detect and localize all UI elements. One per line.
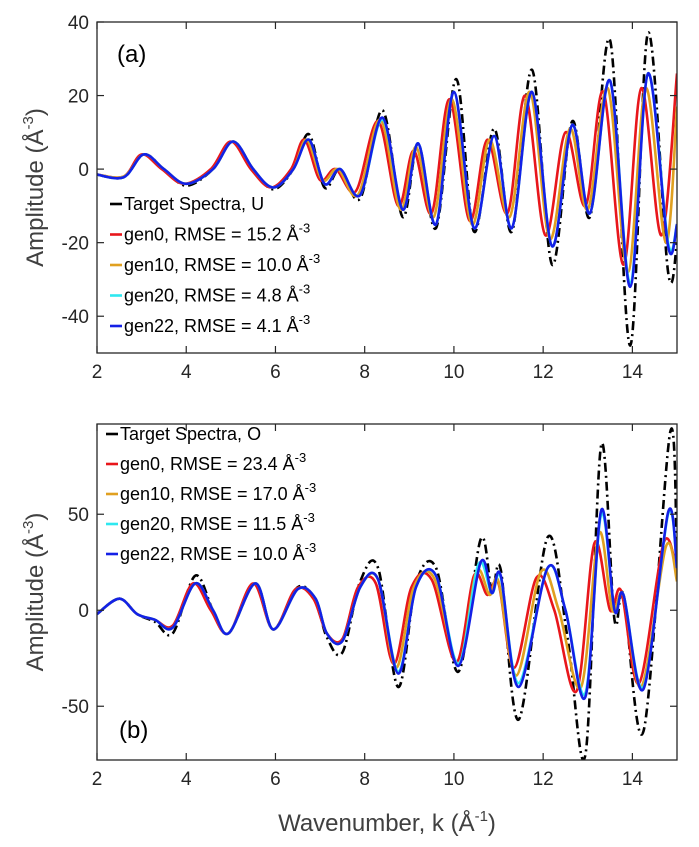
x-tick-label: 8 bbox=[359, 362, 370, 383]
x-tick-label: 14 bbox=[622, 362, 644, 383]
x-tick-label: 14 bbox=[622, 769, 644, 790]
series-group bbox=[97, 427, 677, 760]
y-tick-label: 0 bbox=[78, 601, 89, 622]
series-line-gen22 bbox=[97, 72, 677, 289]
legend-entry-gen0: gen0, RMSE = 15.2 Å-3 bbox=[124, 221, 310, 245]
x-tick-label: 2 bbox=[92, 769, 103, 790]
panel-label: (b) bbox=[119, 717, 148, 744]
legend-entry-gen20: gen20, RMSE = 4.8 Å-3 bbox=[124, 282, 310, 306]
y-tick-label: -40 bbox=[62, 307, 89, 328]
legend-entry-gen20: gen20, RMSE = 11.5 Å-3 bbox=[120, 510, 315, 534]
y-tick-label: 50 bbox=[68, 505, 89, 526]
legend-entry-gen10: gen10, RMSE = 17.0 Å-3 bbox=[120, 480, 316, 504]
x-tick-label: 6 bbox=[270, 362, 281, 383]
x-tick-label: 12 bbox=[533, 362, 554, 383]
y-axis-label: Amplitude (Å-3) bbox=[20, 108, 49, 267]
x-tick-label: 10 bbox=[443, 769, 464, 790]
legend-entry-gen22: gen22, RMSE = 4.1 Å-3 bbox=[124, 312, 310, 336]
y-axis-label: Amplitude (Å-3) bbox=[20, 513, 49, 672]
x-tick-label: 10 bbox=[443, 362, 464, 383]
legend-entry-target: Target Spectra, O bbox=[120, 424, 261, 444]
axes-box bbox=[96, 423, 678, 761]
panel-a: 2 4 6 8 10 12 14 -40 -20 0 20 40 Amplitude (Å-3) (a) T… bbox=[20, 13, 678, 383]
y-tick-label: 40 bbox=[68, 13, 89, 34]
legend-entry-gen10: gen10, RMSE = 10.0 Å-3 bbox=[124, 251, 320, 275]
y-tick-label: 0 bbox=[78, 160, 89, 181]
series-group bbox=[97, 31, 677, 347]
panel-label: (a) bbox=[117, 41, 146, 68]
panel-b: 2 4 6 8 10 12 14 -50 0 50 Amplitude (Å-3) Wavenumbe… bbox=[20, 423, 678, 837]
x-tick-label: 12 bbox=[533, 769, 554, 790]
x-tick-label: 4 bbox=[181, 769, 192, 790]
x-tick-label: 6 bbox=[270, 769, 281, 790]
legend-entry-gen22: gen22, RMSE = 10.0 Å-3 bbox=[120, 540, 316, 564]
x-axis-label: Wavenumber, k (Å-1) bbox=[278, 808, 496, 837]
legend-entry-target: Target Spectra, U bbox=[124, 194, 264, 214]
axes-box bbox=[96, 21, 678, 354]
series-line-gen22 bbox=[97, 507, 677, 701]
legend: Target Spectra, O gen0, RMSE = 23.4 Å-3 ge… bbox=[106, 424, 316, 564]
x-tick-label: 4 bbox=[181, 362, 192, 383]
series-line-target bbox=[97, 427, 677, 760]
legend-entry-gen0: gen0, RMSE = 23.4 Å-3 bbox=[120, 450, 306, 474]
y-tick-label: -50 bbox=[62, 697, 89, 718]
y-tick-label: -20 bbox=[62, 234, 89, 255]
x-tick-label: 8 bbox=[359, 769, 370, 790]
y-tick-label: 20 bbox=[68, 87, 89, 108]
x-tick-label: 2 bbox=[92, 362, 103, 383]
legend: Target Spectra, U gen0, RMSE = 15.2 Å-3 ge… bbox=[110, 194, 320, 336]
